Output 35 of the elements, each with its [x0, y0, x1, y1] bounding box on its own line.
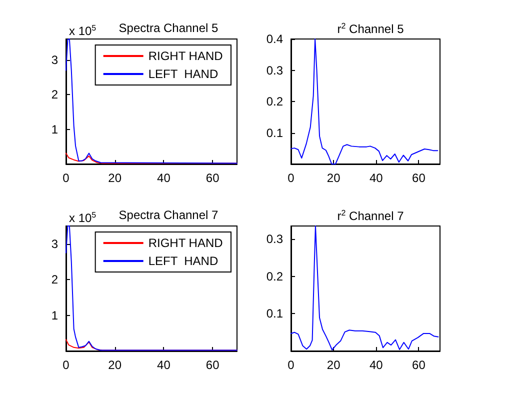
y-tick-label: 2: [51, 88, 58, 102]
y-tick-label: 0.1: [266, 306, 284, 321]
legend-label: LEFT HAND: [148, 67, 218, 81]
x-tick-label: 60: [412, 358, 426, 372]
legend-label: RIGHT HAND: [148, 49, 224, 63]
chart-title: Spectra Channel 7: [118, 208, 219, 222]
y-tick-label: 0.4: [266, 32, 284, 46]
y-tick-label: 0.2: [266, 94, 284, 108]
x-tick-label: 60: [412, 171, 426, 185]
x-tick-label: 40: [369, 358, 384, 372]
x-tick-label: 0: [288, 358, 295, 372]
x-tick-label: 0: [288, 171, 295, 185]
y-tick-label: 1: [51, 308, 58, 322]
y-tick-label: 0.3: [266, 63, 284, 78]
y-tick-label: 1: [51, 122, 58, 136]
x-tick-label: 60: [206, 171, 220, 185]
chart-title: Spectra Channel 5: [118, 21, 219, 35]
x-tick-label: 60: [206, 358, 220, 372]
y-tick-label: 3: [51, 236, 58, 251]
x-tick-label: 40: [369, 171, 384, 185]
y-tick-label: 0.1: [266, 126, 284, 140]
x-tick-label: 20: [326, 358, 341, 372]
y-tick-label: 3: [51, 52, 58, 67]
x-tick-label: 40: [157, 171, 171, 185]
x-tick-label: 0: [62, 358, 70, 372]
legend-label: RIGHT HAND: [148, 236, 224, 250]
x-tick-label: 20: [326, 171, 341, 185]
legend-label: LEFT HAND: [148, 254, 218, 268]
x-tick-label: 20: [108, 171, 122, 185]
x-tick-label: 40: [157, 358, 171, 372]
x-tick-label: 20: [108, 358, 122, 372]
x-tick-label: 0: [62, 171, 70, 185]
y-tick-label: 0.3: [266, 232, 284, 246]
y-tick-label: 0.2: [266, 269, 284, 284]
y-tick-label: 2: [51, 272, 58, 287]
